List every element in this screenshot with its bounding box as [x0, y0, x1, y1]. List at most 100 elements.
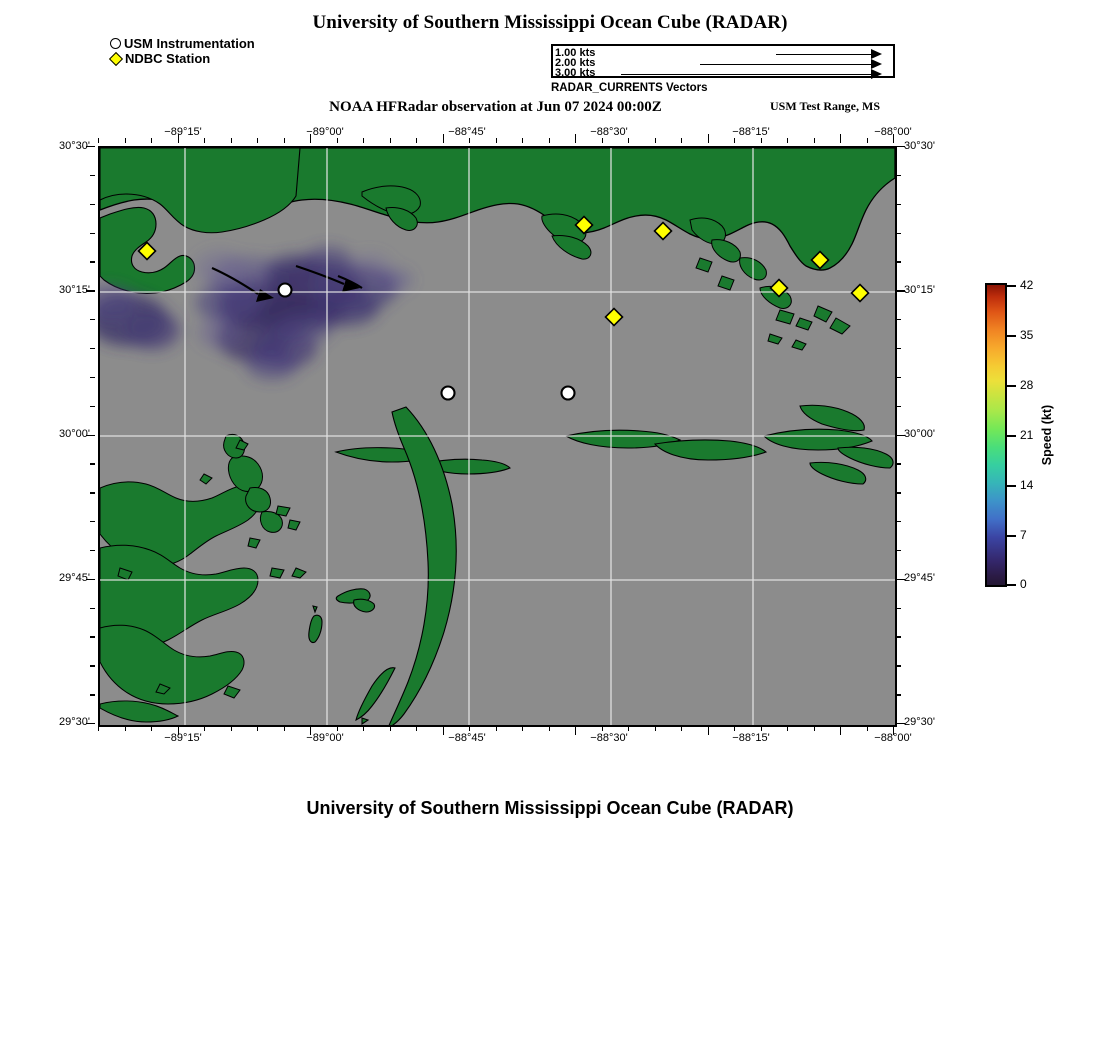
- axis-tick-top: [548, 138, 550, 143]
- axis-tick-top: [230, 138, 232, 143]
- legend-item-usm-instrumentation: USM Instrumentation: [110, 36, 255, 51]
- vector-scale-row: 1.00 kts: [555, 47, 893, 59]
- axis-tick-top: [813, 138, 815, 143]
- lon-label-bottom-1: −89°00': [306, 732, 344, 744]
- axis-tick-top: [760, 138, 762, 143]
- axis-tick-top: [336, 138, 338, 143]
- axis-tick-left: [90, 492, 95, 494]
- axis-tick-left: [90, 261, 95, 263]
- map-canvas[interactable]: [100, 148, 895, 725]
- colorbar-label-0: 0: [1020, 577, 1027, 591]
- axis-tick-left: [90, 405, 95, 408]
- lon-label-top-5: −88°00': [874, 126, 912, 138]
- observation-title: NOAA HFRadar observation at Jun 07 2024 …: [329, 99, 662, 115]
- axis-tick-top: [442, 134, 444, 143]
- colorbar-tick: [1007, 435, 1016, 437]
- axis-tick-top: [416, 138, 418, 143]
- axis-tick-left: [90, 203, 95, 206]
- axis-tick-left: [90, 376, 95, 379]
- diamond-marker-icon: [108, 51, 124, 66]
- colorbar-tick: [1007, 535, 1016, 537]
- axis-tick-left: [90, 174, 95, 177]
- axis-tick-left: [90, 636, 95, 638]
- delta-marsh: [100, 433, 307, 723]
- lon-label-bottom-0: −89°15': [164, 732, 202, 744]
- colorbar-label-35: 35: [1020, 328, 1034, 342]
- barrier-islands: [334, 404, 894, 485]
- colorbar-label-14: 14: [1020, 478, 1034, 492]
- lon-label-top-0: −89°15': [164, 126, 202, 138]
- circle-marker-icon: [110, 38, 121, 49]
- colorbar-tick: [1007, 584, 1016, 586]
- legend-item-ndbc-station: NDBC Station: [108, 51, 255, 66]
- lat-label-right-2: 30°00': [904, 428, 935, 440]
- chandeleur-islands: [308, 406, 457, 725]
- axis-tick-top: [98, 138, 100, 143]
- axis-tick-left: [90, 232, 95, 234]
- axis-tick-top: [522, 138, 524, 143]
- lon-label-top-3: −88°30': [590, 126, 628, 138]
- lon-label-top-4: −88°15': [732, 126, 770, 138]
- axis-tick-top: [495, 138, 497, 143]
- vector-line: [621, 74, 871, 76]
- axis-tick-bottom: [840, 726, 842, 735]
- lat-label-right-4: 29°30': [904, 716, 935, 728]
- colorbar-label-28: 28: [1020, 378, 1034, 392]
- lat-label-left-3: 29°45': [59, 572, 90, 584]
- vector-scale-legend: 1.00 kts 2.00 kts 3.00 kts: [551, 44, 895, 79]
- lat-label-left-0: 30°30': [59, 140, 90, 152]
- axis-tick-top: [707, 134, 709, 143]
- lat-label-right-0: 30°30': [904, 140, 935, 152]
- vector-scale-row: 3.00 kts: [555, 67, 893, 79]
- axis-tick-top: [601, 138, 603, 143]
- axis-tick-left: [90, 463, 95, 465]
- axis-tick-left: [90, 607, 95, 609]
- colorbar-gradient: [985, 283, 1007, 587]
- axis-tick-top: [654, 138, 656, 143]
- vector-arrowhead-icon: [871, 69, 882, 79]
- axis-tick-left: [90, 549, 95, 552]
- coastal-detail: [361, 185, 851, 351]
- ndbc-station-markers: [137, 215, 870, 327]
- map-plot-area[interactable]: [98, 146, 897, 727]
- vector-label-3kt: 3.00 kts: [555, 67, 596, 79]
- axis-tick-top: [575, 134, 577, 143]
- lon-label-bottom-4: −88°15': [732, 732, 770, 744]
- axis-tick-top: [283, 138, 285, 143]
- axis-tick-left: [90, 319, 95, 321]
- colorbar-tick: [1007, 285, 1016, 287]
- axis-tick-left: [90, 665, 95, 667]
- axis-tick-top: [363, 138, 365, 143]
- vector-scale-row: 2.00 kts: [555, 57, 893, 69]
- land-polygons: [100, 148, 895, 295]
- lat-label-right-1: 30°15': [904, 284, 935, 296]
- legend-label-ndbc: NDBC Station: [125, 51, 211, 66]
- axis-tick-top: [681, 138, 683, 143]
- lon-label-top-1: −89°00': [306, 126, 344, 138]
- axis-tick-top: [628, 138, 630, 143]
- lat-label-left-4: 29°30': [59, 716, 90, 728]
- axis-tick-top: [151, 138, 153, 143]
- axis-tick-bottom: [707, 726, 709, 735]
- colorbar-tick: [1007, 485, 1016, 487]
- radar-current-field: [100, 246, 413, 380]
- axis-tick-top: [469, 138, 471, 143]
- vector-legend-caption: RADAR_CURRENTS Vectors: [551, 82, 708, 94]
- lon-label-top-2: −88°45': [448, 126, 486, 138]
- symbol-legend: USM Instrumentation NDBC Station: [108, 36, 255, 66]
- vector-label-2kt: 2.00 kts: [555, 57, 596, 69]
- axis-tick-top: [389, 138, 391, 143]
- axis-tick-left: [90, 694, 95, 696]
- lon-label-bottom-3: −88°30': [590, 732, 628, 744]
- lon-label-bottom-5: −88°00': [874, 732, 912, 744]
- vector-label-1kt: 1.00 kts: [555, 47, 596, 59]
- axis-tick-bottom: [575, 726, 577, 735]
- map-gridlines: [100, 148, 895, 725]
- vector-line: [700, 64, 871, 66]
- page-title: University of Southern Mississippi Ocean…: [312, 12, 788, 33]
- vector-arrowhead-icon: [871, 59, 882, 69]
- lon-label-bottom-2: −88°45': [448, 732, 486, 744]
- colorbar-label-21: 21: [1020, 428, 1034, 442]
- colorbar-tick: [1007, 385, 1016, 387]
- axis-tick-top: [204, 138, 206, 143]
